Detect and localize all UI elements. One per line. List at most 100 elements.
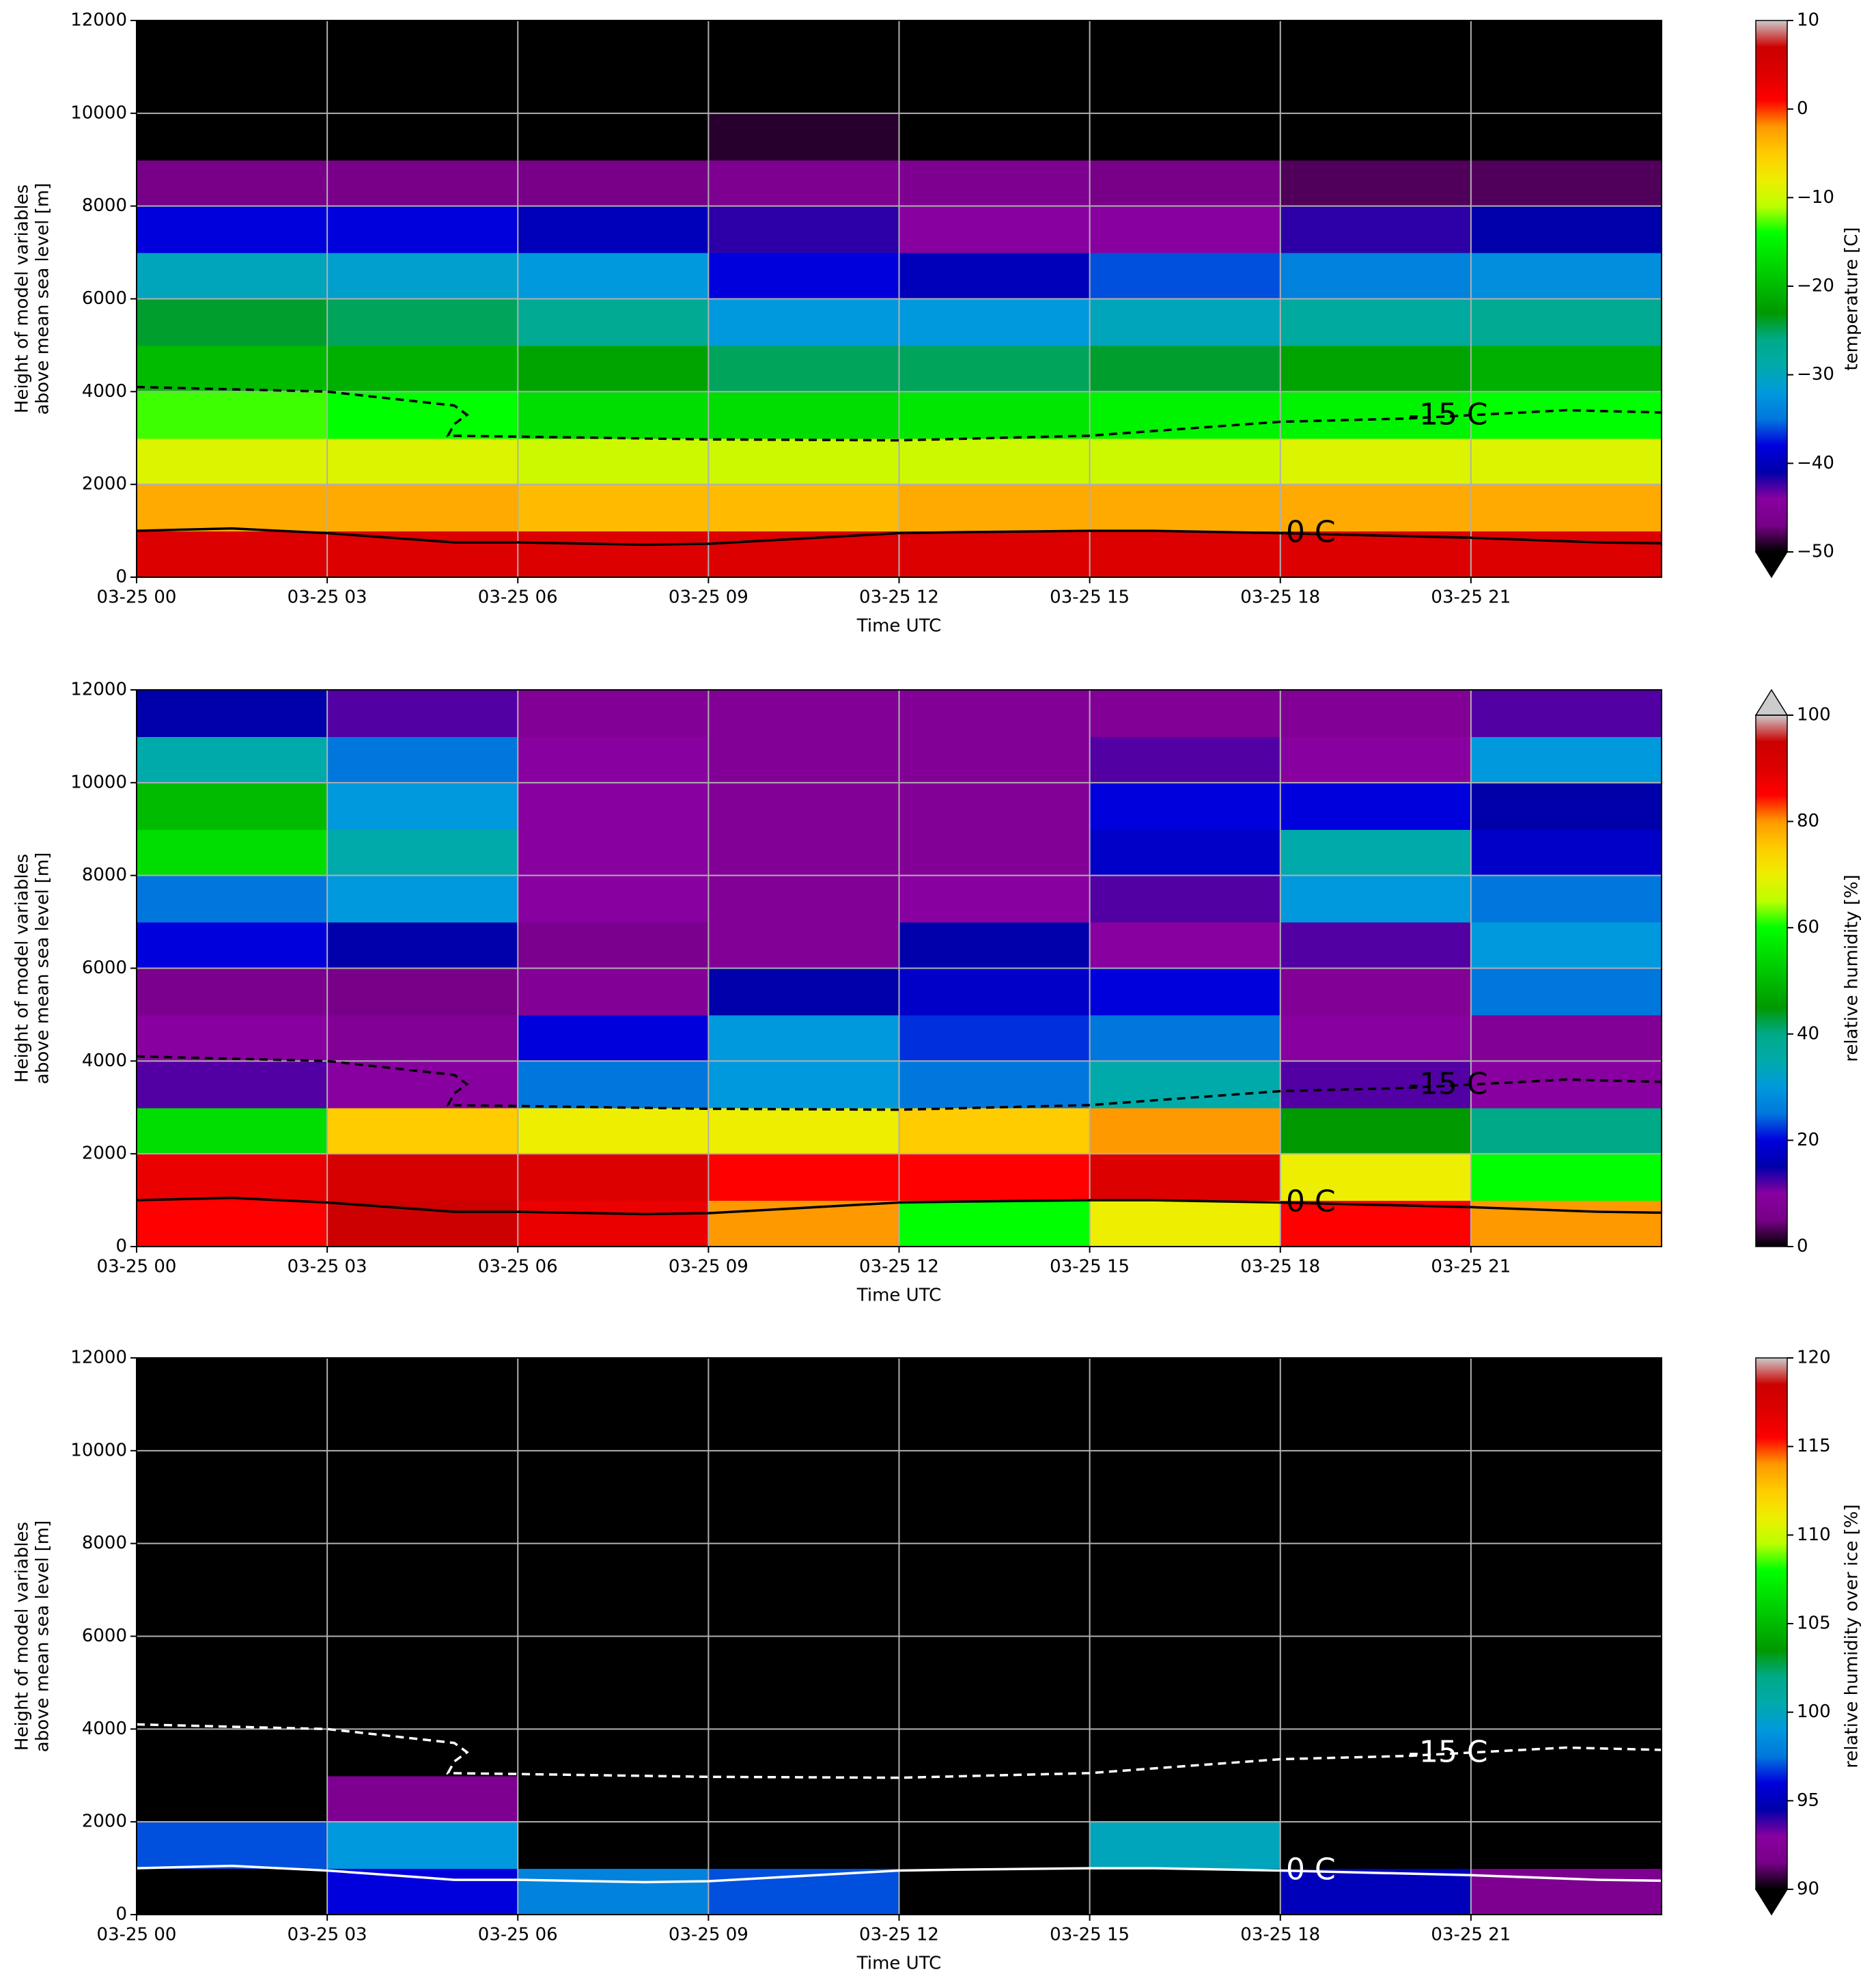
heatmap-cell bbox=[1089, 1061, 1281, 1109]
heatmap-cell bbox=[327, 1404, 519, 1451]
heatmap-cell bbox=[518, 1543, 710, 1591]
heatmap-cell bbox=[137, 1729, 328, 1777]
heatmap-cell bbox=[1470, 1107, 1662, 1155]
heatmap-cell bbox=[518, 1589, 710, 1637]
heatmap-cell bbox=[327, 1822, 519, 1870]
heatmap-cell bbox=[1280, 1589, 1472, 1637]
heatmap-cell bbox=[1089, 1014, 1281, 1062]
heatmap-cell bbox=[899, 252, 1091, 300]
x-tick-label: 03-25 09 bbox=[669, 1925, 748, 1945]
colorbar-tick-label: 60 bbox=[1797, 917, 1819, 938]
heatmap-cell bbox=[899, 1107, 1091, 1155]
y-tick-label: 10000 bbox=[70, 772, 127, 792]
heatmap-cell bbox=[899, 531, 1091, 577]
heatmap-cell bbox=[708, 1775, 900, 1823]
x-tick-label: 03-25 06 bbox=[478, 587, 558, 608]
heatmap-cell bbox=[518, 252, 710, 300]
heatmap-cell bbox=[708, 1543, 900, 1591]
heatmap-cell bbox=[899, 1636, 1091, 1684]
heatmap-cell bbox=[708, 484, 900, 532]
colorbar-tick-label: −50 bbox=[1797, 542, 1834, 562]
heatmap-cell bbox=[899, 1682, 1091, 1730]
heatmap-cell bbox=[518, 1636, 710, 1684]
heatmap-cell bbox=[1470, 484, 1662, 532]
heatmap-cell bbox=[518, 1358, 710, 1405]
heatmap-cell bbox=[708, 1061, 900, 1109]
contour-line bbox=[137, 1723, 1662, 1779]
x-tick-label: 03-25 21 bbox=[1431, 1257, 1511, 1277]
x-tick-label: 03-25 09 bbox=[669, 587, 748, 608]
heatmap-cell bbox=[518, 875, 710, 923]
heatmap-cell bbox=[137, 20, 328, 68]
heatmap-cell bbox=[327, 1636, 519, 1684]
heatmap-cell bbox=[137, 1497, 328, 1544]
heatmap-cell bbox=[899, 206, 1091, 253]
heatmap-cell bbox=[708, 690, 900, 737]
heatmap-cell bbox=[708, 1358, 900, 1405]
heatmap-cell bbox=[1280, 1729, 1472, 1777]
heatmap-cell bbox=[708, 1450, 900, 1498]
heatmap-cell bbox=[1089, 1154, 1281, 1201]
heatmap-cell bbox=[1089, 829, 1281, 876]
x-tick-label: 03-25 15 bbox=[1050, 1257, 1130, 1277]
y-axis-label: Height of model variables bbox=[12, 184, 33, 413]
heatmap-cell bbox=[1470, 1450, 1662, 1498]
heatmap-cell bbox=[899, 345, 1091, 393]
contour-label: -15 C bbox=[1408, 398, 1488, 432]
y-tick-label: 10000 bbox=[70, 102, 127, 123]
heatmap-cell bbox=[1089, 1497, 1281, 1544]
heatmap-cell bbox=[327, 1061, 519, 1109]
heatmap-cell bbox=[518, 1868, 710, 1915]
heatmap-cell bbox=[327, 736, 519, 783]
heatmap-cell bbox=[1280, 252, 1472, 300]
heatmap-cell bbox=[708, 1404, 900, 1451]
x-axis-label: Time UTC bbox=[856, 1286, 941, 1306]
x-tick-label: 03-25 12 bbox=[859, 1925, 939, 1945]
heatmap-cell bbox=[137, 438, 328, 486]
heatmap-cell bbox=[137, 1682, 328, 1730]
x-tick-label: 03-25 00 bbox=[97, 1925, 177, 1945]
colorbar-label: relative humidity over ice [%] bbox=[1842, 1504, 1862, 1768]
heatmap-cell bbox=[1280, 1061, 1472, 1109]
colorbar-tick-label: 40 bbox=[1797, 1023, 1819, 1044]
heatmap-cell bbox=[1280, 206, 1472, 253]
heatmap-cell bbox=[137, 1014, 328, 1062]
heatmap-cell bbox=[137, 113, 328, 161]
heatmap-cell bbox=[518, 1729, 710, 1777]
contour-line bbox=[137, 385, 1662, 442]
heatmap-cell bbox=[137, 159, 328, 207]
heatmap-cell bbox=[1280, 1868, 1472, 1915]
colorbar-tick-label: 0 bbox=[1797, 1236, 1808, 1257]
heatmap-cell bbox=[1280, 438, 1472, 486]
heatmap-cell bbox=[518, 206, 710, 253]
heatmap-cell bbox=[518, 1154, 710, 1201]
colorbar-frame bbox=[1755, 714, 1788, 1247]
heatmap-cell bbox=[518, 159, 710, 207]
heatmap-cell bbox=[518, 391, 710, 439]
heatmap-cell bbox=[1280, 875, 1472, 923]
contour-label: 0 C bbox=[1286, 1852, 1336, 1887]
heatmap-cell bbox=[137, 1358, 328, 1405]
heatmap-cell bbox=[327, 391, 519, 439]
heatmap-cell bbox=[1280, 1154, 1472, 1201]
heatmap-cell bbox=[1470, 1497, 1662, 1544]
x-tick-label: 03-25 00 bbox=[97, 587, 177, 608]
y-tick-label: 8000 bbox=[82, 195, 127, 216]
colorbar-extend bbox=[1754, 689, 1789, 716]
heatmap-cell bbox=[1280, 298, 1472, 346]
heatmap-cell bbox=[137, 1822, 328, 1870]
colorbar-tick-label: −10 bbox=[1797, 187, 1834, 208]
colorbar bbox=[1756, 1358, 1787, 1889]
heatmap-cell bbox=[708, 1682, 900, 1730]
heatmap-cell bbox=[137, 875, 328, 923]
x-axis-label: Time UTC bbox=[856, 1954, 941, 1974]
heatmap-cell bbox=[899, 736, 1091, 783]
heatmap-cell bbox=[1470, 20, 1662, 68]
heatmap-cell bbox=[708, 1497, 900, 1544]
heatmap-cell bbox=[1089, 1450, 1281, 1498]
heatmap-cell bbox=[1280, 1200, 1472, 1247]
heatmap-cell bbox=[708, 1729, 900, 1777]
heatmap-cell bbox=[708, 1636, 900, 1684]
heatmap-cell bbox=[1470, 782, 1662, 830]
y-tick-label: 2000 bbox=[82, 474, 127, 495]
